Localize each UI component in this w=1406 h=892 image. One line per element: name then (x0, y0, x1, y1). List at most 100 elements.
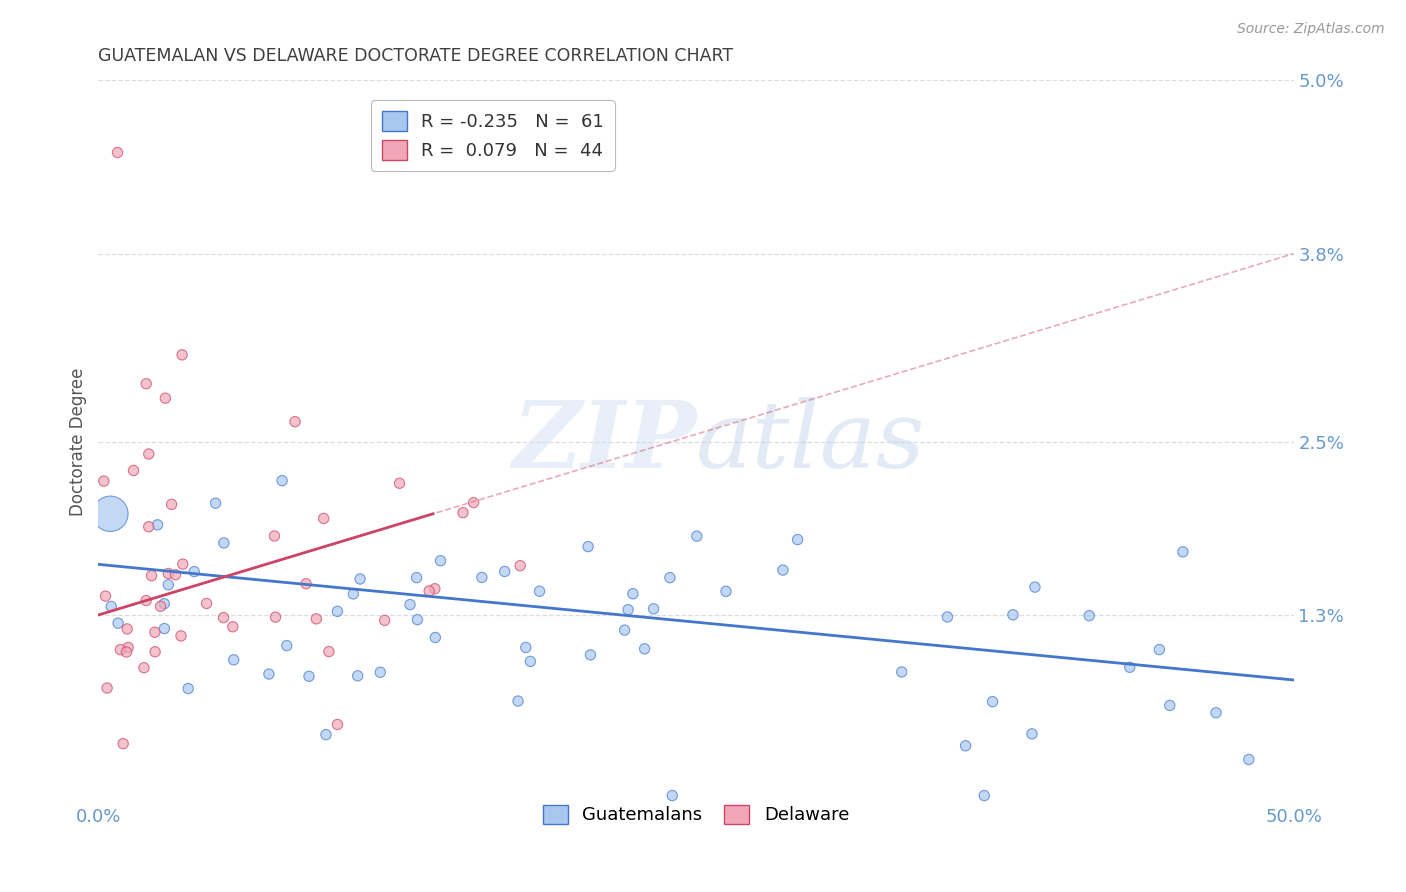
Point (172, 348, 194, 362)
Point (276, 639, 298, 653)
Point (405, 571, 427, 585)
Point (135, 593, 157, 607)
Point (183, 565, 205, 579)
Point (146, 517, 169, 532)
Point (170, 629, 193, 643)
Point (1149, 642, 1171, 657)
Text: Source: ZipAtlas.com: Source: ZipAtlas.com (1237, 22, 1385, 37)
Point (212, 536, 235, 550)
Point (1119, 660, 1142, 674)
Point (284, 415, 307, 429)
Point (1159, 698, 1181, 713)
Point (212, 610, 235, 624)
Point (93, 474, 115, 488)
Point (132, 661, 155, 675)
Point (112, 737, 135, 751)
Point (143, 645, 166, 659)
Point (509, 558, 531, 573)
Point (326, 717, 349, 731)
Point (576, 540, 599, 554)
Point (165, 567, 187, 582)
Point (506, 694, 529, 708)
Point (579, 648, 602, 662)
Point (686, 529, 709, 543)
Point (138, 447, 160, 461)
Point (1205, 706, 1227, 720)
Point (264, 610, 287, 624)
Text: ZIP: ZIP (512, 397, 696, 486)
Point (115, 622, 138, 636)
Point (138, 520, 160, 534)
Point (318, 644, 340, 658)
Point (423, 582, 446, 596)
Point (425, 631, 447, 645)
Point (471, 570, 494, 584)
Point (143, 625, 166, 640)
Point (135, 376, 157, 391)
Point (172, 557, 194, 571)
Point (406, 613, 429, 627)
Point (1024, 580, 1046, 594)
Point (643, 601, 665, 615)
Point (177, 681, 200, 696)
Point (305, 612, 328, 626)
Point (257, 667, 280, 681)
Text: GUATEMALAN VS DELAWARE DOCTORATE DEGREE CORRELATION CHART: GUATEMALAN VS DELAWARE DOCTORATE DEGREE … (98, 47, 734, 65)
Point (110, 642, 132, 657)
Point (222, 620, 245, 634)
Point (714, 584, 737, 599)
Point (153, 597, 176, 611)
Point (399, 598, 422, 612)
Point (100, 599, 122, 614)
Point (271, 474, 294, 488)
Point (315, 728, 337, 742)
Point (1237, 752, 1260, 766)
Point (388, 476, 411, 491)
Point (463, 495, 485, 509)
Legend: Guatemalans, Delaware: Guatemalans, Delaware (534, 796, 858, 833)
Point (981, 695, 1004, 709)
Point (96, 681, 118, 695)
Point (786, 533, 808, 547)
Point (349, 572, 371, 586)
Point (342, 587, 364, 601)
Point (94, 589, 117, 603)
Point (936, 610, 959, 624)
Point (346, 669, 368, 683)
Point (155, 391, 177, 405)
Point (222, 653, 245, 667)
Point (515, 640, 537, 655)
Point (141, 568, 163, 582)
Point (890, 665, 912, 679)
Point (658, 571, 681, 585)
Point (955, 739, 977, 753)
Point (1171, 545, 1194, 559)
Point (973, 789, 995, 803)
Point (368, 665, 391, 680)
Point (418, 584, 440, 599)
Point (519, 654, 541, 668)
Y-axis label: Doctorate Degree: Doctorate Degree (69, 368, 87, 516)
Point (374, 613, 396, 627)
Point (298, 669, 321, 683)
Point (661, 789, 683, 803)
Point (1078, 608, 1101, 623)
Text: atlas: atlas (696, 397, 925, 486)
Point (326, 604, 349, 618)
Point (98, 507, 122, 521)
Point (107, 145, 129, 160)
Point (263, 529, 285, 543)
Point (107, 616, 129, 631)
Point (312, 511, 335, 525)
Point (204, 496, 226, 510)
Point (115, 645, 138, 659)
Point (617, 603, 640, 617)
Point (157, 578, 180, 592)
Point (1001, 607, 1024, 622)
Point (149, 599, 172, 614)
Point (429, 554, 451, 568)
Point (1021, 727, 1043, 741)
Point (117, 640, 139, 655)
Point (157, 566, 180, 581)
Point (122, 463, 145, 477)
